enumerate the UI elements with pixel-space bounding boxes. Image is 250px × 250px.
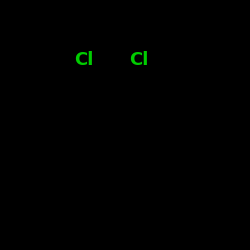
Text: Cl: Cl (74, 51, 94, 69)
Text: Cl: Cl (129, 51, 148, 69)
